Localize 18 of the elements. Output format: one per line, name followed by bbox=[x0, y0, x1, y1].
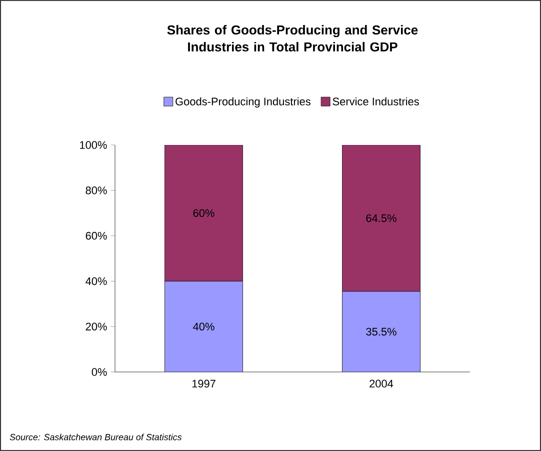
chart-title: Shares of Goods-Producing and Service Industries in Total Provincial GDP bbox=[167, 25, 418, 52]
bar bbox=[164, 281, 243, 372]
x-tick-label: 2004 bbox=[370, 380, 394, 388]
legend-label: Goods-Producing Industries bbox=[176, 97, 310, 108]
x-tick-label: 1997 bbox=[192, 380, 216, 388]
y-tick-label: 0% bbox=[92, 368, 107, 376]
y-tick-label: 40% bbox=[86, 277, 107, 286]
data-label: 35.5% bbox=[366, 328, 396, 336]
y-tick-label: 80% bbox=[86, 186, 107, 194]
y-tick-label: 100% bbox=[80, 141, 107, 149]
y-tick-label: 60% bbox=[86, 232, 107, 240]
data-label: 64.5% bbox=[366, 214, 396, 222]
bar bbox=[342, 291, 420, 372]
y-tick-label: 20% bbox=[86, 322, 107, 330]
data-label: 60% bbox=[193, 209, 214, 217]
source-note: Source: Saskatchewan Bureau of Statistics bbox=[10, 434, 182, 440]
data-label: 40% bbox=[193, 322, 214, 330]
legend-label: Service Industries bbox=[332, 97, 419, 106]
